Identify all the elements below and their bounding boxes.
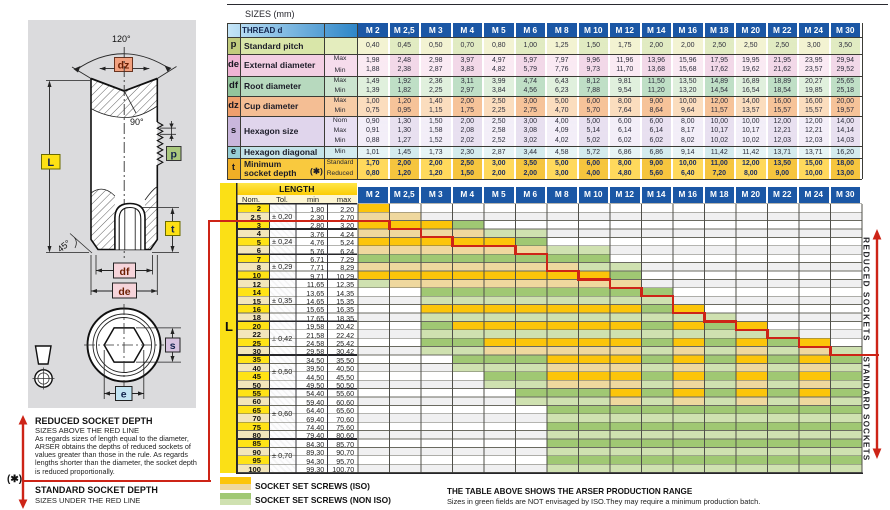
svg-text:s: s xyxy=(170,340,176,352)
svg-text:de: de xyxy=(118,286,130,298)
svg-text:p: p xyxy=(170,149,176,161)
svg-text:e: e xyxy=(121,389,127,401)
svg-text:90°: 90° xyxy=(130,117,144,127)
svg-text:dz: dz xyxy=(118,60,130,72)
svg-text:df: df xyxy=(120,266,130,278)
svg-text:120°: 120° xyxy=(112,34,131,44)
svg-text:L: L xyxy=(47,157,54,169)
svg-text:t: t xyxy=(171,224,175,236)
